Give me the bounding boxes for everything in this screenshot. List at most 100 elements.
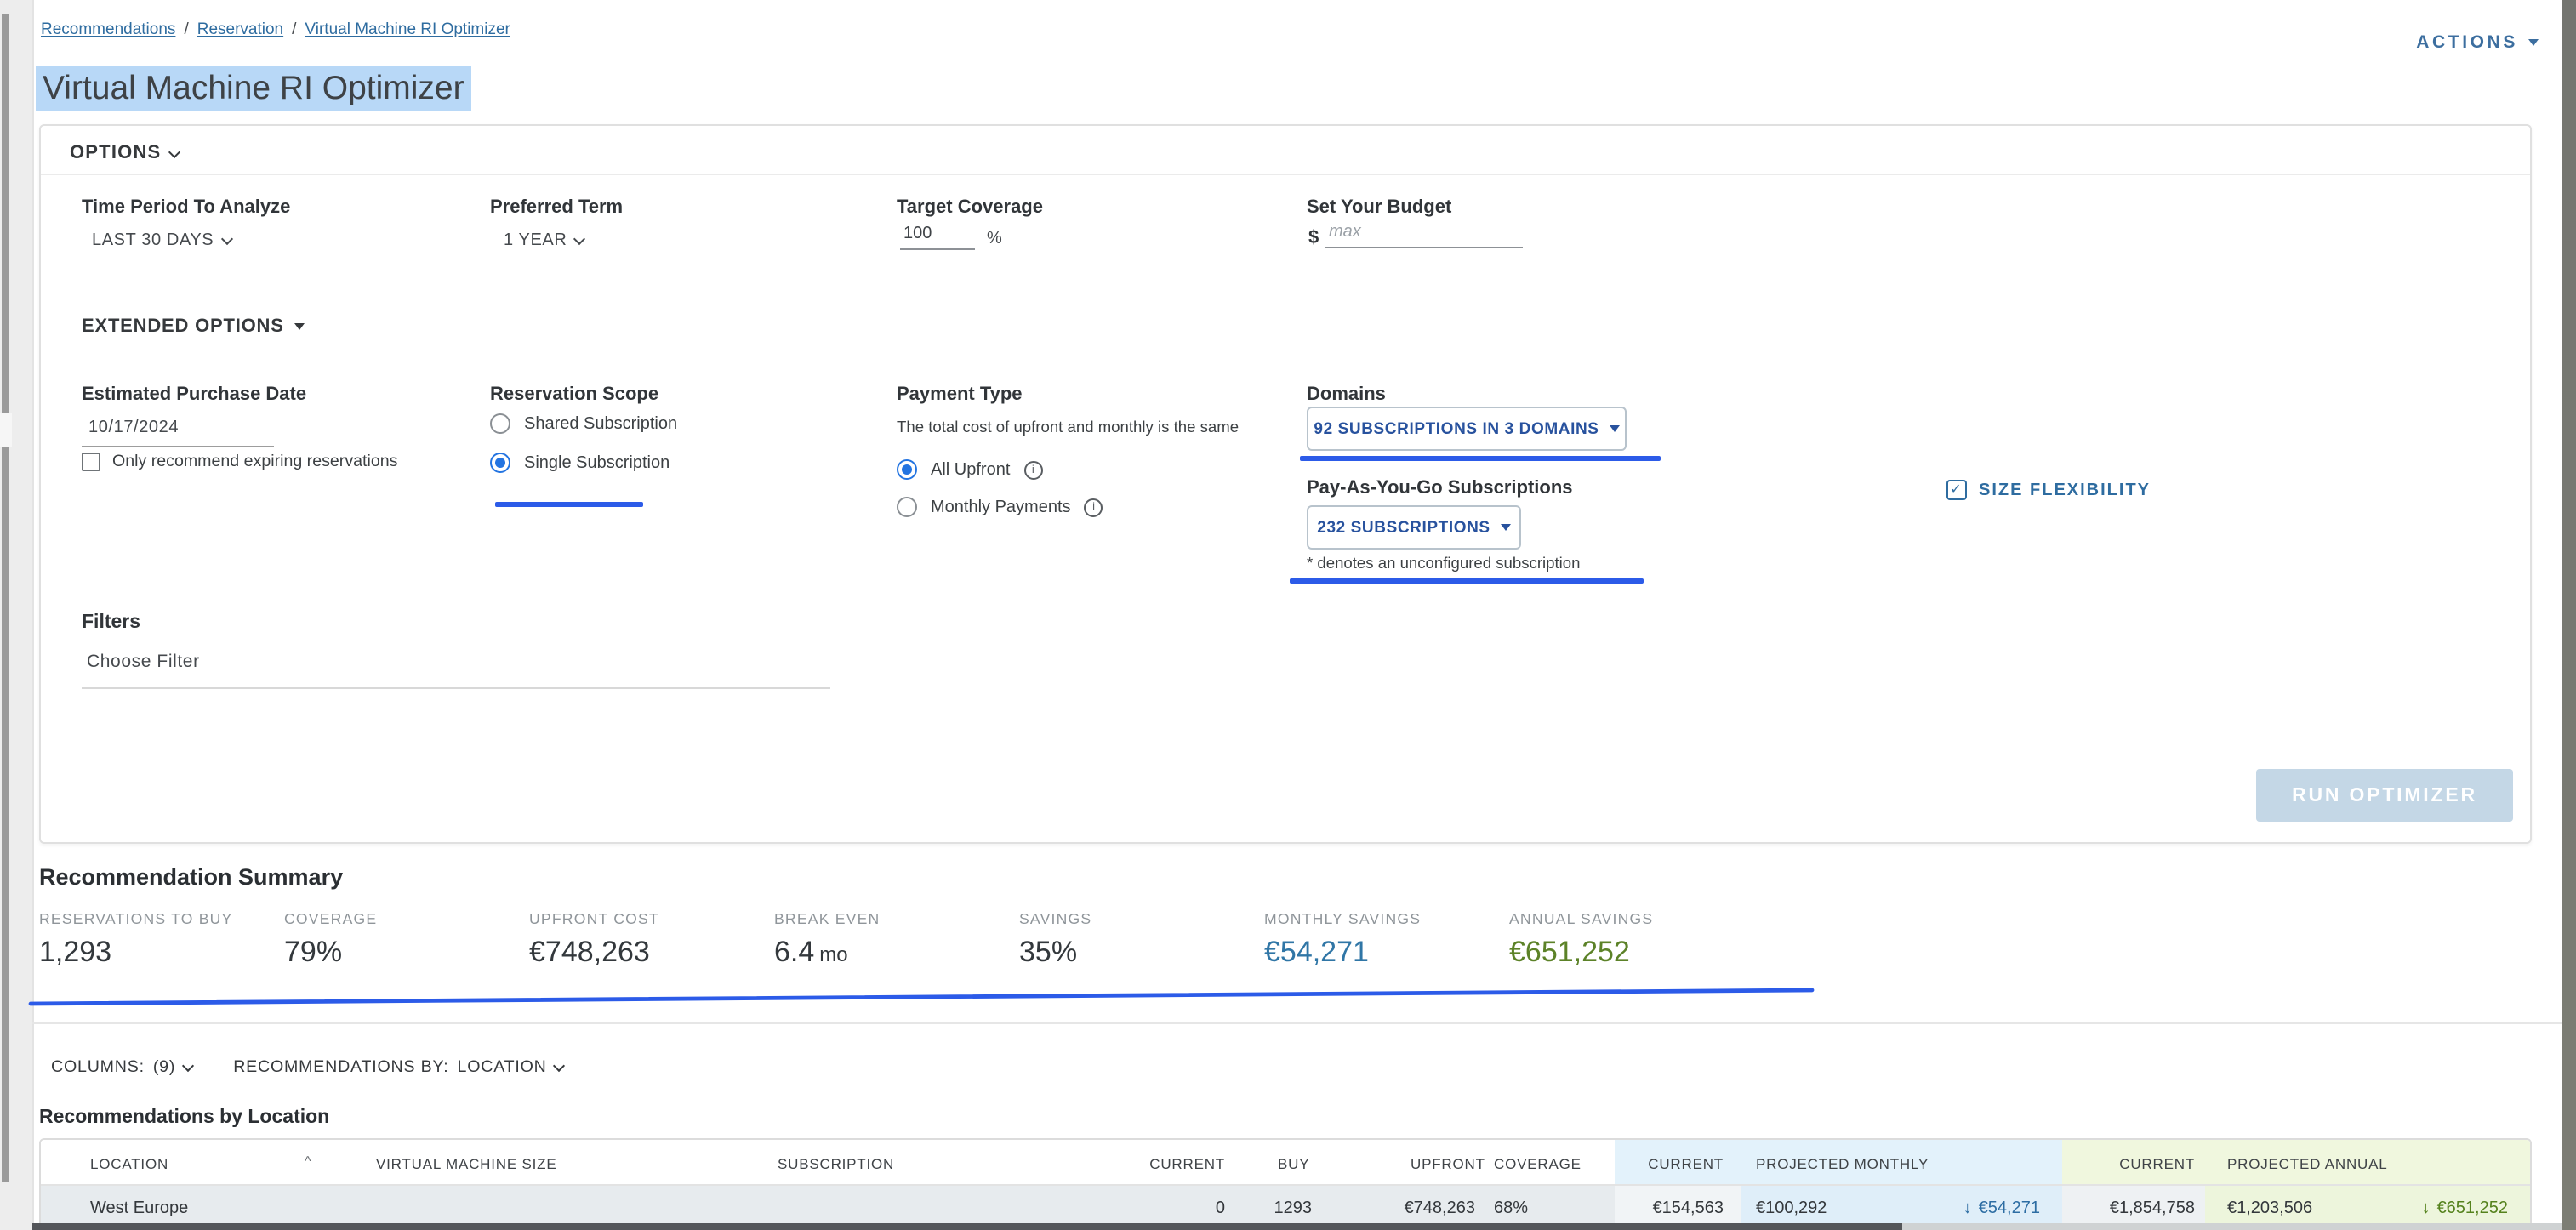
breadcrumb-vm-ri-optimizer[interactable]: Virtual Machine RI Optimizer bbox=[305, 20, 510, 39]
column-header-vm-size[interactable]: VIRTUAL MACHINE SIZE bbox=[376, 1155, 557, 1172]
stat-savings: SAVINGS 35% bbox=[1019, 910, 1264, 970]
options-card: OPTIONS Time Period To Analyze LAST 30 D… bbox=[39, 124, 2532, 844]
page-title-text: Virtual Machine RI Optimizer bbox=[36, 66, 471, 111]
domains-dropdown-value: 92 SUBSCRIPTIONS IN 3 DOMAINS bbox=[1314, 419, 1599, 438]
preferred-term-value: 1 YEAR bbox=[504, 231, 567, 250]
breadcrumb-recommendations[interactable]: Recommendations bbox=[41, 20, 176, 39]
size-flexibility-label: SIZE FLEXIBILITY bbox=[1979, 481, 2151, 499]
chevron-down-icon bbox=[2528, 39, 2539, 46]
horizontal-scrollbar-thumb[interactable] bbox=[32, 1223, 1902, 1230]
column-header-coverage[interactable]: COVERAGE bbox=[1494, 1155, 1582, 1172]
column-header-monthly-current[interactable]: CURRENT bbox=[1648, 1155, 1724, 1172]
stat-coverage: COVERAGE 79% bbox=[284, 910, 529, 970]
cell-bg bbox=[1741, 1186, 2062, 1230]
stat-label: COVERAGE bbox=[284, 910, 378, 927]
radio-selected-icon[interactable] bbox=[490, 453, 510, 473]
payment-upfront-radio-row[interactable]: All Upfront bbox=[897, 459, 1043, 480]
annotation-underline bbox=[1300, 456, 1661, 461]
column-header-subscription[interactable]: SUBSCRIPTION bbox=[778, 1155, 895, 1172]
payg-dropdown[interactable]: 232 SUBSCRIPTIONS bbox=[1307, 505, 1521, 550]
triangle-down-icon bbox=[1500, 524, 1511, 531]
reservation-scope-label: Reservation Scope bbox=[490, 384, 659, 405]
page-title: Virtual Machine RI Optimizer bbox=[36, 66, 471, 111]
column-header-annual-current[interactable]: CURRENT bbox=[2119, 1155, 2195, 1172]
scope-single-label: Single Subscription bbox=[524, 453, 670, 472]
sort-ascending-icon[interactable]: ^ bbox=[305, 1153, 311, 1169]
cell-annual-current: €1,854,758 bbox=[2109, 1199, 2195, 1218]
stat-value-unit: mo bbox=[819, 942, 848, 966]
time-period-select[interactable]: LAST 30 DAYS bbox=[92, 231, 233, 250]
recommendations-by-dropdown[interactable]: RECOMMENDATIONS BY: LOCATION bbox=[233, 1058, 566, 1077]
payment-monthly-label: Monthly Payments bbox=[931, 498, 1071, 516]
stat-monthly-savings: MONTHLY SAVINGS €54,271 bbox=[1264, 910, 1509, 970]
scope-single-radio-row[interactable]: Single Subscription bbox=[490, 453, 670, 473]
column-header-projected-monthly[interactable]: PROJECTED MONTHLY bbox=[1756, 1155, 1929, 1172]
run-optimizer-button[interactable]: RUN OPTIMIZER bbox=[2256, 769, 2513, 822]
cell-monthly-savings: ↓ €54,271 bbox=[1844, 1199, 2040, 1218]
cell-coverage: 68% bbox=[1494, 1199, 1529, 1218]
size-flexibility-checkbox-row[interactable]: SIZE FLEXIBILITY bbox=[1946, 480, 2151, 500]
radio-unselected-icon[interactable] bbox=[897, 497, 917, 517]
column-header-location[interactable]: LOCATION bbox=[90, 1155, 169, 1172]
options-panel-toggle[interactable]: OPTIONS bbox=[70, 143, 180, 163]
payment-upfront-label: All Upfront bbox=[931, 460, 1011, 479]
checkbox-unchecked-icon[interactable] bbox=[82, 453, 100, 471]
radio-selected-icon[interactable] bbox=[897, 459, 917, 480]
left-scrollbar[interactable] bbox=[2, 14, 9, 1182]
target-coverage-unit: % bbox=[987, 230, 1003, 248]
stat-label: SAVINGS bbox=[1019, 910, 1092, 927]
triangle-down-icon bbox=[1609, 425, 1620, 432]
column-header-buy[interactable]: BUY bbox=[1278, 1155, 1310, 1172]
input-underline bbox=[82, 446, 274, 447]
budget-input[interactable] bbox=[1325, 223, 1523, 248]
triangle-down-icon bbox=[294, 323, 305, 330]
filter-select[interactable]: Choose Filter bbox=[87, 652, 200, 672]
column-header-projected-annual[interactable]: PROJECTED ANNUAL bbox=[2227, 1155, 2388, 1172]
target-coverage-input[interactable] bbox=[900, 225, 975, 250]
input-underline bbox=[82, 687, 830, 689]
expiring-reservations-checkbox-row[interactable]: Only recommend expiring reservations bbox=[82, 453, 397, 471]
stat-value: €748,263 bbox=[529, 936, 650, 968]
scope-shared-radio-row[interactable]: Shared Subscription bbox=[490, 413, 677, 434]
purchase-date-input[interactable]: 10/17/2024 bbox=[88, 419, 179, 437]
stat-reservations-to-buy: RESERVATIONS TO BUY 1,293 bbox=[39, 910, 284, 970]
recommendations-table: LOCATION ^ VIRTUAL MACHINE SIZE SUBSCRIP… bbox=[39, 1138, 2532, 1230]
vertical-scrollbar[interactable] bbox=[2562, 0, 2576, 1230]
time-period-label: Time Period To Analyze bbox=[82, 197, 291, 218]
domains-dropdown[interactable]: 92 SUBSCRIPTIONS IN 3 DOMAINS bbox=[1307, 407, 1627, 451]
domains-label: Domains bbox=[1307, 384, 1386, 405]
cell-location: West Europe bbox=[90, 1199, 189, 1218]
stat-label: MONTHLY SAVINGS bbox=[1264, 910, 1422, 927]
stat-value-number: 6.4 bbox=[774, 936, 815, 968]
info-icon[interactable] bbox=[1084, 498, 1103, 516]
table-controls: COLUMNS: (9) RECOMMENDATIONS BY: LOCATIO… bbox=[51, 1058, 566, 1077]
stat-break-even: BREAK EVEN 6.4 mo bbox=[774, 910, 1019, 970]
breadcrumb-separator: / bbox=[184, 20, 189, 39]
annotation-underline bbox=[1290, 578, 1644, 584]
info-icon[interactable] bbox=[1023, 460, 1043, 479]
columns-dropdown[interactable]: COLUMNS: (9) bbox=[51, 1058, 195, 1077]
summary-stats: RESERVATIONS TO BUY 1,293 COVERAGE 79% U… bbox=[39, 910, 1754, 970]
chevron-down-icon bbox=[220, 232, 233, 246]
checkbox-checked-icon[interactable] bbox=[1946, 480, 1967, 500]
payment-monthly-radio-row[interactable]: Monthly Payments bbox=[897, 497, 1103, 517]
stat-label: UPFRONT COST bbox=[529, 910, 659, 927]
breadcrumb-separator: / bbox=[292, 20, 297, 39]
preferred-term-select[interactable]: 1 YEAR bbox=[504, 231, 586, 250]
column-header-current[interactable]: CURRENT bbox=[1149, 1155, 1225, 1172]
radio-unselected-icon[interactable] bbox=[490, 413, 510, 434]
chevron-down-icon bbox=[573, 232, 586, 246]
stat-label: RESERVATIONS TO BUY bbox=[39, 910, 233, 927]
actions-menu-button[interactable]: ACTIONS bbox=[2416, 32, 2539, 53]
target-coverage-label: Target Coverage bbox=[897, 197, 1043, 218]
breadcrumb: Recommendations / Reservation / Virtual Mach… bbox=[41, 20, 510, 39]
column-header-upfront[interactable]: UPFRONT bbox=[1411, 1155, 1485, 1172]
payg-label: Pay-As-You-Go Subscriptions bbox=[1307, 478, 1573, 498]
extended-options-toggle[interactable]: EXTENDED OPTIONS bbox=[82, 316, 305, 337]
table-header-row: LOCATION ^ VIRTUAL MACHINE SIZE SUBSCRIP… bbox=[41, 1140, 2530, 1186]
table-row[interactable]: West Europe 0 1293 €748,263 68% €154,563… bbox=[41, 1186, 2530, 1230]
payg-note: * denotes an unconfigured subscription bbox=[1307, 555, 1581, 572]
horizontal-scrollbar-track[interactable] bbox=[32, 1223, 2562, 1230]
preferred-term-label: Preferred Term bbox=[490, 197, 624, 218]
breadcrumb-reservation[interactable]: Reservation bbox=[197, 20, 284, 39]
